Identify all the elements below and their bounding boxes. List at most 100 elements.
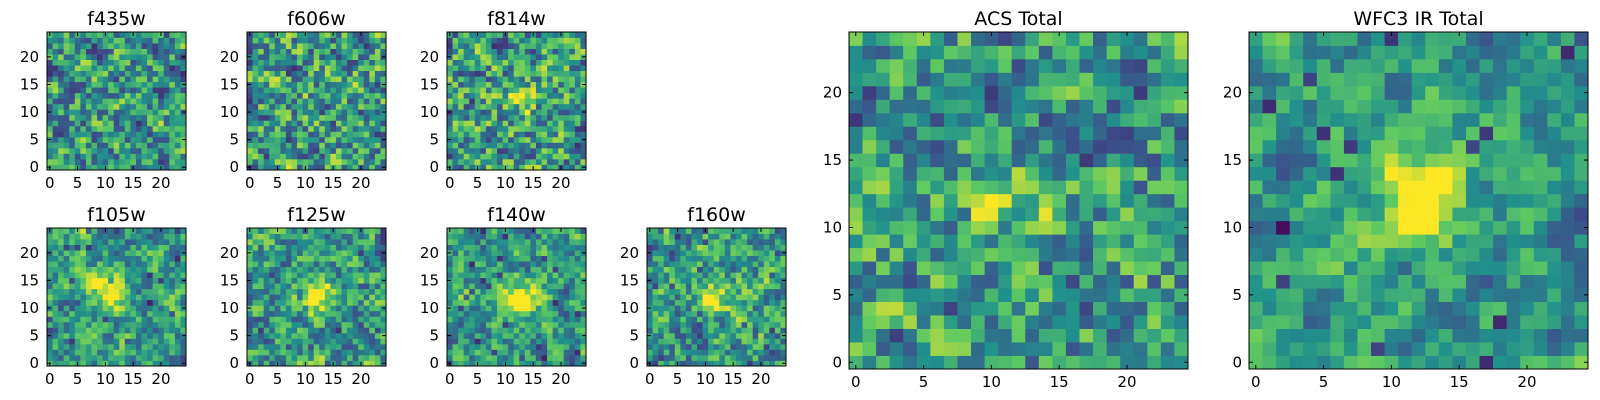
- heatmap-cell: [552, 136, 559, 143]
- heatmap-cell: [341, 294, 348, 301]
- heatmap-cell: [47, 120, 53, 127]
- heatmap-cell: [563, 228, 570, 234]
- heatmap-cell: [685, 294, 692, 301]
- heatmap-cell: [341, 142, 348, 149]
- heatmap-cell: [1052, 220, 1067, 235]
- heatmap-cell: [574, 164, 581, 171]
- heatmap-cell: [247, 261, 253, 268]
- heatmap-cell: [519, 59, 526, 66]
- heatmap-cell: [347, 92, 354, 99]
- heatmap-cell: [69, 43, 76, 49]
- heatmap-cell: [491, 354, 498, 361]
- heatmap-cell: [1038, 180, 1053, 195]
- heatmap-cell: [658, 310, 665, 317]
- heatmap-cell: [285, 158, 292, 165]
- heatmap-cell: [363, 125, 370, 132]
- heatmap-cell: [998, 220, 1013, 235]
- x-tick-label: 20: [551, 370, 570, 388]
- heatmap-cell: [563, 277, 570, 284]
- heatmap-cell: [747, 272, 754, 279]
- heatmap-cell: [285, 288, 292, 295]
- heatmap-cell: [80, 233, 87, 240]
- heatmap-cell: [876, 328, 891, 343]
- heatmap-cell: [302, 147, 309, 154]
- heatmap-cell: [691, 316, 698, 323]
- heatmap-cell: [1052, 288, 1067, 302]
- heatmap-cell: [341, 48, 348, 55]
- heatmap-cell: [663, 266, 670, 273]
- heatmap-cell: [735, 343, 742, 350]
- heatmap-cell: [269, 321, 276, 328]
- heatmap-cell: [363, 277, 370, 284]
- heatmap-cell: [1106, 193, 1121, 208]
- heatmap-cell: [658, 305, 665, 312]
- heatmap-cell: [943, 274, 958, 289]
- heatmap-cell: [113, 327, 120, 334]
- heatmap-cell: [916, 342, 931, 356]
- heatmap-cell: [530, 233, 537, 240]
- heatmap-cell: [458, 294, 465, 301]
- heatmap-cell: [63, 81, 70, 88]
- heatmap-cell: [1120, 328, 1135, 343]
- heatmap-cell: [130, 65, 137, 72]
- heatmap-cell: [780, 349, 787, 356]
- heatmap-cell: [719, 305, 726, 312]
- heatmap-cell: [135, 76, 142, 83]
- heatmap-cell: [508, 81, 515, 88]
- heatmap-cell: [552, 266, 559, 273]
- heatmap-cell: [447, 283, 453, 290]
- heatmap-cell: [97, 305, 103, 312]
- heatmap-cell: [80, 327, 87, 334]
- heatmap-cell: [752, 261, 759, 268]
- heatmap-cell: [80, 76, 87, 83]
- heatmap-cell: [313, 283, 320, 290]
- heatmap-cell: [47, 158, 53, 165]
- heatmap-cell: [1038, 166, 1053, 181]
- heatmap-cell: [780, 354, 787, 361]
- heatmap-cell: [291, 43, 298, 49]
- heatmap-cell: [769, 283, 776, 290]
- heatmap-cell: [180, 70, 187, 77]
- heatmap-cell: [702, 288, 709, 295]
- heatmap-cell: [876, 342, 891, 356]
- heatmap-cell: [685, 239, 692, 245]
- heatmap-cell: [69, 316, 76, 323]
- heatmap-cell: [658, 332, 665, 339]
- heatmap-cell: [308, 164, 315, 171]
- heatmap-cell: [563, 310, 570, 317]
- heatmap-cell: [363, 266, 370, 273]
- heatmap-cell: [280, 125, 287, 132]
- heatmap-cell: [580, 354, 587, 361]
- heatmap-cell: [849, 234, 863, 249]
- heatmap-cell: [69, 239, 76, 245]
- heatmap-cell: [984, 355, 999, 370]
- heatmap-cell: [541, 70, 548, 77]
- heatmap-cell: [674, 349, 681, 356]
- heatmap-cell: [563, 305, 570, 312]
- heatmap-cell: [102, 54, 109, 60]
- heatmap-cell: [862, 234, 877, 249]
- heatmap-cell: [269, 131, 276, 138]
- heatmap-cell: [1174, 220, 1189, 235]
- heatmap-cell: [113, 147, 120, 154]
- heatmap-cell: [347, 81, 354, 88]
- heatmap-cell: [971, 234, 985, 249]
- heatmap-cell: [119, 316, 126, 323]
- heatmap-cell: [647, 310, 653, 317]
- heatmap-cell: [702, 255, 709, 262]
- heatmap-cell: [485, 266, 492, 273]
- heatmap-cell: [741, 332, 748, 339]
- heatmap-cell: [491, 32, 498, 38]
- heatmap-cell: [180, 43, 187, 49]
- heatmap-cell: [69, 153, 76, 160]
- heatmap-cell: [719, 283, 726, 290]
- heatmap-cell: [458, 354, 465, 361]
- heatmap-cell: [252, 103, 259, 110]
- heatmap-cell: [574, 103, 581, 110]
- heatmap-cell: [274, 158, 281, 165]
- heatmap-cell: [452, 338, 459, 345]
- heatmap-cell: [85, 103, 92, 110]
- heatmap-cell: [135, 109, 142, 116]
- heatmap-cell: [280, 114, 287, 121]
- heatmap-cell: [469, 120, 476, 127]
